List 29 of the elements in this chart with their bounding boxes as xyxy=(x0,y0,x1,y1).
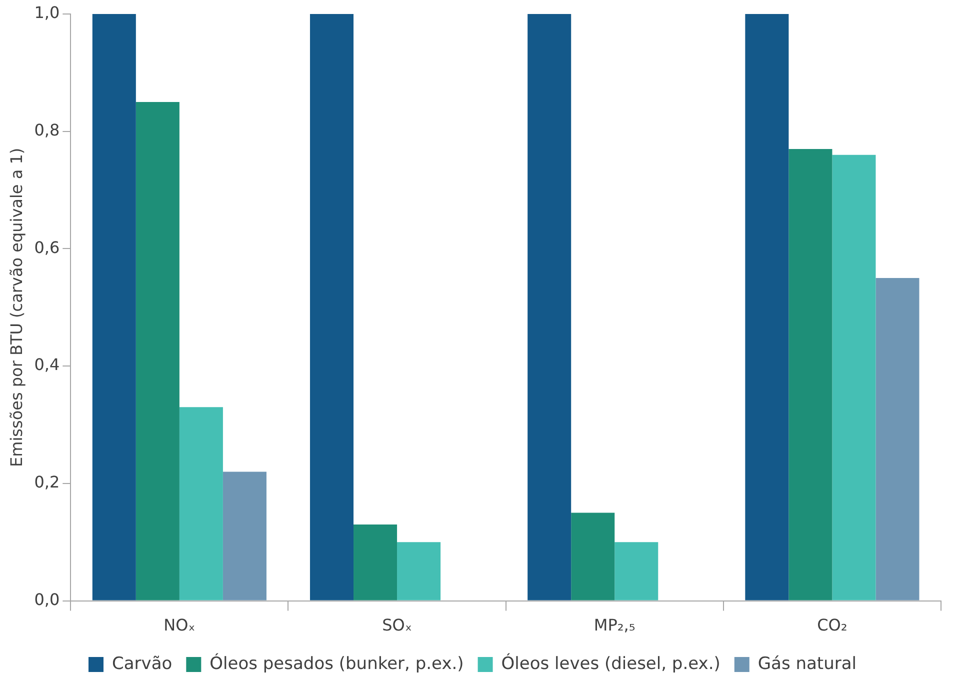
legend-label: Carvão xyxy=(112,654,172,674)
legend-label: Óleos pesados (bunker, p.ex.) xyxy=(210,652,464,674)
y-tick-label: 0,0 xyxy=(34,590,60,609)
y-tick-label: 0,4 xyxy=(34,355,60,374)
x-tick-label: NOₓ xyxy=(164,616,196,635)
y-axis-title: Emissões por BTU (carvão equivale a 1) xyxy=(6,148,26,467)
bar xyxy=(354,524,398,600)
bar xyxy=(876,278,920,600)
bar xyxy=(832,154,876,600)
bar xyxy=(92,14,136,600)
bar xyxy=(788,148,832,600)
bar xyxy=(745,14,789,600)
bar xyxy=(179,407,223,600)
y-tick-label: 0,6 xyxy=(34,238,60,257)
bar xyxy=(222,472,266,600)
x-tick-label: SOₓ xyxy=(382,616,412,635)
x-tick-label: MP₂,₅ xyxy=(594,616,636,635)
x-tick-label: CO₂ xyxy=(817,616,848,635)
bar xyxy=(397,542,441,600)
legend-label: Óleos leves (diesel, p.ex.) xyxy=(501,652,720,674)
bar xyxy=(614,542,658,600)
bar xyxy=(310,14,354,600)
y-tick-label: 1,0 xyxy=(34,3,60,22)
bar xyxy=(136,102,180,600)
bar xyxy=(528,14,572,600)
y-tick-label: 0,8 xyxy=(34,120,60,140)
bar xyxy=(571,512,615,600)
legend-label: Gás natural xyxy=(758,654,856,674)
y-tick-label: 0,2 xyxy=(34,472,60,492)
